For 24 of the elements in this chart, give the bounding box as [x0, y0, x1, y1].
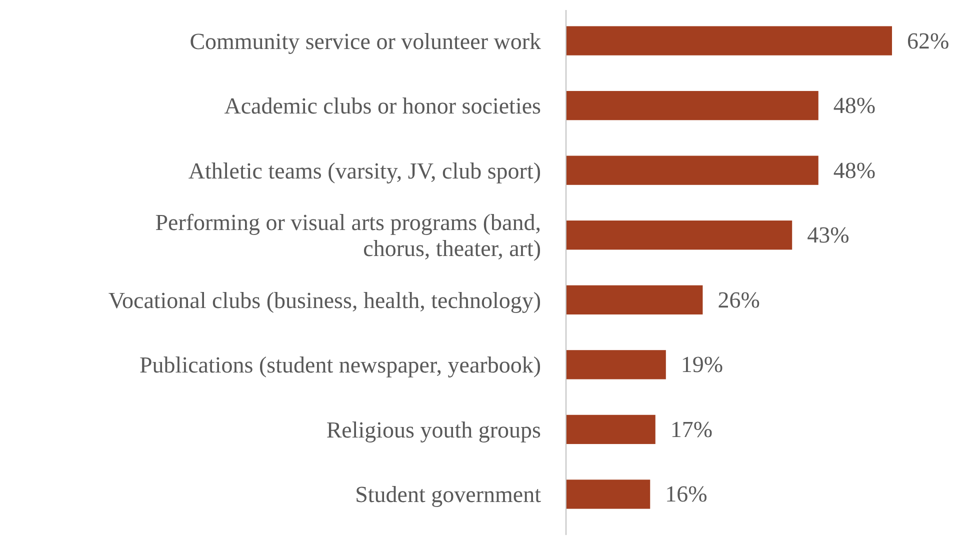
bar [566, 90, 818, 120]
bar [566, 414, 656, 444]
bar [566, 156, 818, 185]
data-label: 48% [833, 158, 876, 183]
data-label: 26% [718, 287, 760, 312]
y-tick-label: Religious youth groups [326, 416, 542, 442]
bar [566, 220, 792, 250]
data-label: 43% [807, 222, 850, 248]
data-label: 17% [670, 416, 713, 442]
bar [566, 285, 703, 314]
y-tick-label: Student government [355, 482, 542, 507]
y-tick-label: Athletic teams (varsity, JV, club sport) [188, 158, 541, 183]
y-tick-label: Vocational clubs (business, health, technology) [108, 287, 541, 312]
y-tick-label: Performing or visual arts programs (band, chorus, theater, art) [155, 210, 541, 261]
data-label: 19% [680, 352, 724, 378]
data-label: 62% [907, 28, 950, 54]
bar [566, 350, 666, 380]
y-tick-label: Community service or volunteer work [190, 28, 542, 54]
bar [566, 480, 650, 509]
data-label: 48% [833, 93, 876, 118]
bar [566, 26, 892, 56]
y-tick-label: Academic clubs or honor societies [224, 93, 542, 118]
data-label: 16% [665, 482, 708, 507]
y-tick-label: Publications (student newspaper, yearbook) [140, 352, 541, 378]
